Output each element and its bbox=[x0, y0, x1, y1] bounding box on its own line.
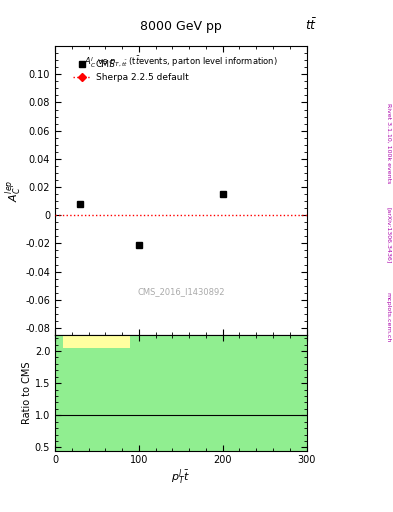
Bar bbox=[63, 335, 130, 348]
Y-axis label: $A_C^{lep}$: $A_C^{lep}$ bbox=[3, 179, 24, 202]
Text: $A_C^l$ vs $p_{T,t\bar{t}}$ (t$\bar{t}$events, parton level information): $A_C^l$ vs $p_{T,t\bar{t}}$ (t$\bar{t}$e… bbox=[84, 55, 278, 70]
Legend: CMS, Sherpa 2.2.5 default: CMS, Sherpa 2.2.5 default bbox=[70, 56, 192, 86]
Y-axis label: Ratio to CMS: Ratio to CMS bbox=[22, 361, 32, 424]
X-axis label: $p_T^l\bar{t}$: $p_T^l\bar{t}$ bbox=[171, 468, 190, 487]
Text: [arXiv:1306.3436]: [arXiv:1306.3436] bbox=[386, 207, 391, 264]
Text: CMS_2016_I1430892: CMS_2016_I1430892 bbox=[137, 287, 224, 296]
Text: 8000 GeV pp: 8000 GeV pp bbox=[140, 20, 222, 33]
Text: mcplots.cern.ch: mcplots.cern.ch bbox=[386, 292, 391, 343]
Text: $t\bar{t}$: $t\bar{t}$ bbox=[305, 18, 317, 33]
Bar bbox=[55, 335, 307, 451]
Text: Rivet 3.1.10, 100k events: Rivet 3.1.10, 100k events bbox=[386, 103, 391, 183]
